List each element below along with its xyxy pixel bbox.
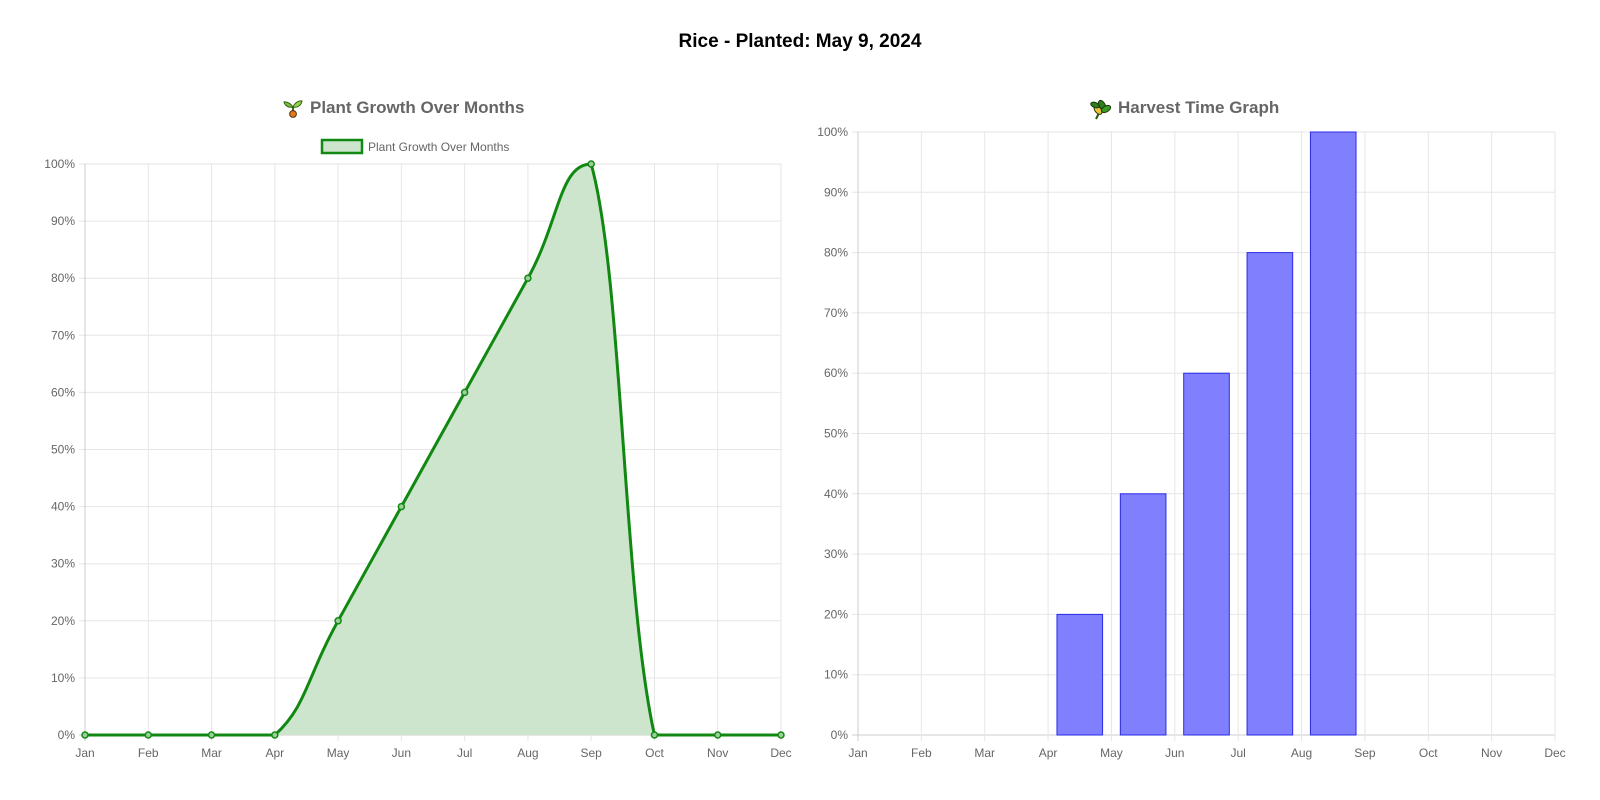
- growth-xtick-label: May: [327, 746, 350, 760]
- harvest-xtick-label: Nov: [1481, 746, 1502, 760]
- harvest-xtick-label: May: [1100, 746, 1123, 760]
- harvest-y-axis: 0% 10% 20% 30% 40% 50% 60% 70% 80% 90% 100%: [817, 125, 848, 742]
- growth-points: [81, 160, 785, 739]
- growth-ytick-label: 60%: [51, 385, 75, 399]
- harvest-bar-aug: [1246, 252, 1294, 736]
- growth-data-point: [334, 617, 342, 625]
- growth-ytick-label: 30%: [51, 557, 75, 571]
- growth-chart: Plant Growth Over Months Plant Growth Ov…: [44, 98, 791, 760]
- harvest-xtick-label: Feb: [911, 746, 932, 760]
- growth-xtick-label: Apr: [265, 746, 284, 760]
- growth-chart-title: Plant Growth Over Months: [310, 98, 524, 117]
- growth-data-point: [650, 731, 659, 739]
- harvest-chart: Harvest Time Graph Jan Feb Mar Apr May Jun Jul…: [817, 98, 1565, 760]
- growth-data-point: [777, 731, 785, 739]
- harvest-grid: [852, 131, 1556, 741]
- harvest-ytick-label: 100%: [817, 125, 848, 139]
- harvest-chart-title-group: Harvest Time Graph: [1090, 98, 1279, 120]
- growth-ytick-label: 20%: [51, 614, 75, 628]
- page-title: Rice - Planted: May 9, 2024: [678, 31, 922, 52]
- growth-x-axis: Jan Feb Mar Apr May Jun Jul Aug Sep Oct Nov Dec: [75, 746, 791, 760]
- growth-xtick-label: Jan: [75, 746, 94, 760]
- harvest-xtick-label: Sep: [1354, 746, 1376, 760]
- growth-xtick-label: Mar: [201, 746, 222, 760]
- growth-ytick-label: 90%: [51, 214, 75, 228]
- harvest-ytick-label: 80%: [824, 246, 848, 260]
- harvest-bars: [1056, 131, 1357, 736]
- growth-chart-title-group: Plant Growth Over Months: [283, 98, 524, 118]
- wheat-icon: [1090, 99, 1112, 120]
- harvest-ytick-label: 10%: [824, 668, 848, 682]
- growth-data-point: [397, 502, 406, 511]
- harvest-ytick-label: 40%: [824, 487, 848, 501]
- growth-xtick-label: Sep: [581, 746, 603, 760]
- growth-area: [85, 162, 781, 737]
- growth-data-point: [587, 160, 595, 168]
- harvest-ytick-label: 30%: [824, 547, 848, 561]
- growth-xtick-label: Nov: [707, 746, 728, 760]
- harvest-xtick-label: Oct: [1419, 746, 1438, 760]
- harvest-bar-sep: [1309, 131, 1357, 736]
- growth-y-axis: 0% 10% 20% 30% 40% 50% 60% 70% 80% 90% 100%: [44, 157, 75, 742]
- growth-data-point: [144, 731, 153, 739]
- harvest-ytick-label: 70%: [824, 306, 848, 320]
- growth-data-point: [524, 274, 532, 282]
- growth-data-point: [460, 388, 469, 397]
- growth-legend: Plant Growth Over Months: [320, 138, 509, 155]
- growth-data-point: [207, 731, 216, 739]
- growth-data-point: [271, 731, 279, 739]
- growth-xtick-label: Jun: [392, 746, 411, 760]
- harvest-xtick-label: Mar: [974, 746, 995, 760]
- growth-xtick-label: Aug: [517, 746, 538, 760]
- growth-xtick-label: Feb: [138, 746, 159, 760]
- harvest-ytick-label: 60%: [824, 366, 848, 380]
- harvest-ytick-label: 50%: [824, 427, 848, 441]
- growth-legend-label: Plant Growth Over Months: [368, 140, 509, 154]
- growth-ytick-label: 0%: [58, 728, 76, 742]
- growth-data-point: [713, 731, 722, 739]
- growth-data-point: [81, 731, 89, 739]
- growth-ytick-label: 50%: [51, 443, 75, 457]
- harvest-x-axis: Jan Feb Mar Apr May Jun Jul Aug Sep Oct Nov Dec: [848, 746, 1565, 760]
- growth-legend-swatch: [320, 138, 364, 155]
- harvest-ytick-label: 0%: [831, 728, 849, 742]
- growth-ytick-label: 100%: [44, 157, 75, 171]
- growth-ytick-label: 80%: [51, 271, 75, 285]
- growth-ytick-label: 10%: [51, 671, 75, 685]
- harvest-xtick-label: Jan: [848, 746, 867, 760]
- growth-xtick-label: Jul: [457, 746, 472, 760]
- growth-ytick-label: 40%: [51, 500, 75, 514]
- harvest-xtick-label: Jul: [1231, 746, 1246, 760]
- harvest-bar-jul: [1183, 372, 1230, 736]
- harvest-bar-jun: [1119, 493, 1167, 736]
- growth-xtick-label: Dec: [770, 746, 791, 760]
- harvest-ytick-label: 90%: [824, 185, 848, 199]
- seedling-icon: [283, 100, 303, 118]
- harvest-xtick-label: Dec: [1544, 746, 1565, 760]
- harvest-xtick-label: Apr: [1039, 746, 1058, 760]
- growth-ytick-label: 70%: [51, 328, 75, 342]
- growth-series-line: [85, 162, 781, 737]
- harvest-xtick-label: Jun: [1165, 746, 1184, 760]
- harvest-xtick-label: Aug: [1291, 746, 1312, 760]
- harvest-chart-title: Harvest Time Graph: [1118, 98, 1279, 117]
- growth-xtick-label: Oct: [645, 746, 664, 760]
- harvest-ytick-label: 20%: [824, 607, 848, 621]
- harvest-bar-may: [1056, 613, 1104, 736]
